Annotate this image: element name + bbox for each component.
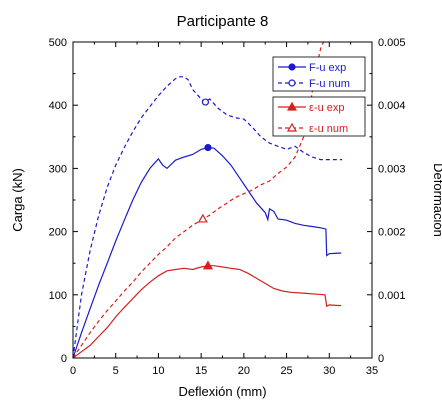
legend-marker	[286, 122, 298, 132]
y-tick-label: 500	[49, 37, 67, 49]
x-tick-label: 30	[323, 365, 335, 377]
y2-tick-label: 0.004	[378, 100, 406, 112]
series-marker-0	[204, 143, 212, 152]
y-tick-label: 300	[49, 163, 67, 175]
x-tick-label: 10	[152, 365, 164, 377]
x-tick-label: 15	[195, 365, 207, 377]
legend-frame	[272, 96, 366, 137]
y2-tick-label: 0.001	[378, 290, 406, 302]
legend-marker	[286, 101, 298, 111]
series-marker-1	[201, 98, 210, 106]
legend-marker	[288, 79, 296, 87]
y2-tick-label: 0	[378, 353, 384, 365]
legend-label: F-u exp	[309, 62, 346, 74]
y-axis-label: Carga (kN)	[10, 168, 25, 232]
legend-layer: F-u exp F-u num ε-u exp ε-u num	[272, 56, 366, 137]
x-axis-label: Deflexión (mm)	[178, 384, 266, 399]
series-line-u-exp-2	[73, 265, 342, 358]
series-line-u-num-3	[73, 42, 325, 358]
y2-axis-label: Deformación	[431, 163, 442, 237]
x-tick-label: 5	[113, 365, 119, 377]
legend-box-1: ε-u exp ε-u num	[272, 96, 366, 137]
plot-frame	[72, 41, 373, 359]
x-tick-label: 25	[280, 365, 292, 377]
series-line-f-u-exp-0	[73, 146, 342, 358]
legend-box-0: F-u exp F-u num	[272, 56, 366, 92]
x-tick-label: 0	[70, 365, 76, 377]
y2-tick-label: 0.005	[378, 37, 406, 49]
series-layer	[73, 42, 343, 358]
axis-ticks: 0 5 10 15 20 25 30 35010020030040050000.0010.00…	[49, 37, 406, 377]
y2-tick-label: 0.002	[378, 227, 406, 239]
chart-title: Participante 8	[177, 13, 269, 30]
y-tick-label: 0	[61, 353, 67, 365]
y-tick-label: 400	[49, 100, 67, 112]
series-marker-3	[197, 213, 208, 223]
x-tick-label: 35	[366, 365, 378, 377]
legend-label: ε-u num	[309, 123, 348, 135]
y-tick-label: 200	[49, 227, 67, 239]
legend-frame	[272, 56, 366, 92]
y-tick-label: 100	[49, 290, 67, 302]
y2-tick-label: 0.003	[378, 163, 406, 175]
legend-label: F-u num	[309, 78, 350, 90]
series-marker-2	[202, 260, 214, 270]
legend-label: ε-u exp	[309, 102, 344, 114]
x-tick-label: 20	[238, 365, 250, 377]
legend-marker	[288, 63, 296, 71]
